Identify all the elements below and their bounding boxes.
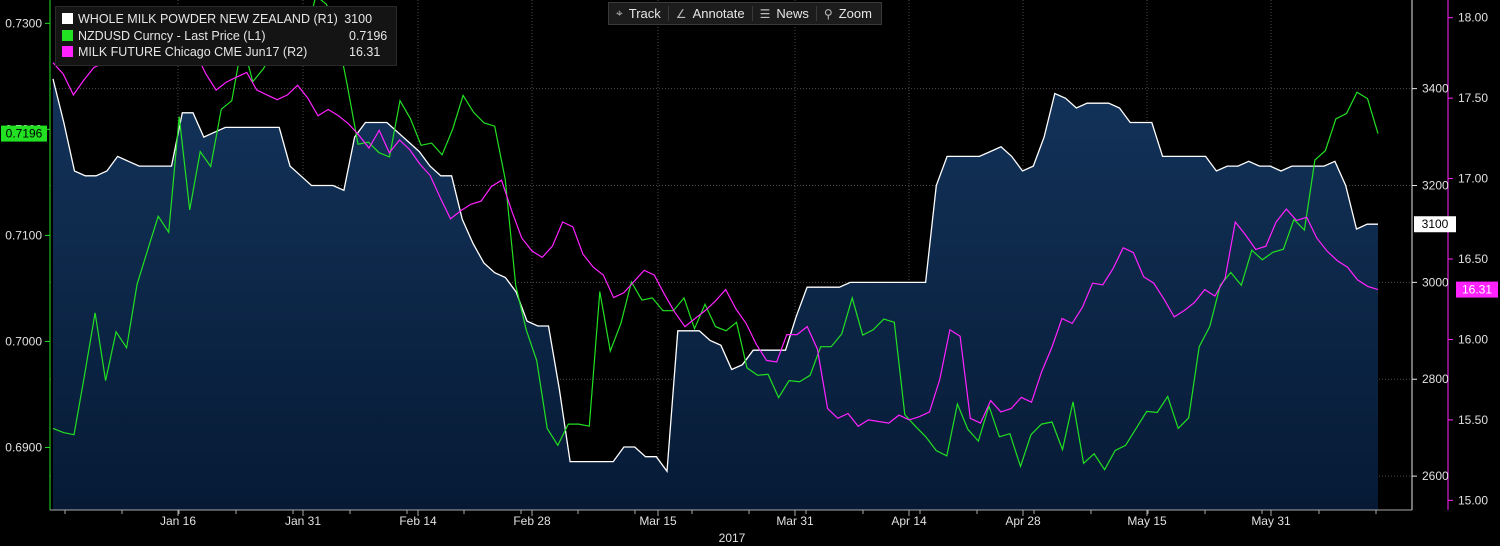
legend-label: WHOLE MILK POWDER NEW ZEALAND (R1) bbox=[78, 12, 338, 26]
news-button[interactable]: ☰ News bbox=[753, 3, 816, 24]
legend-label: MILK FUTURE Chicago CME Jun17 (R2) bbox=[78, 45, 308, 59]
badge-nzdusd-last-text: 0.7196 bbox=[6, 127, 43, 141]
r1-tick-label: 3000 bbox=[1422, 275, 1449, 289]
series-line-wmp bbox=[52, 78, 1378, 474]
r2-tick-label: 17.00 bbox=[1458, 172, 1488, 186]
r1-tick-label: 2600 bbox=[1422, 469, 1449, 483]
r2-tick-label: 18.00 bbox=[1458, 11, 1488, 25]
track-button-label: Track bbox=[628, 6, 661, 21]
x-tick-label: Apr 28 bbox=[1005, 514, 1041, 528]
x-tick-label: Feb 14 bbox=[399, 514, 437, 528]
r1-tick-label: 3400 bbox=[1422, 82, 1449, 96]
toolbar-divider bbox=[751, 6, 753, 21]
annotate-button-label: Annotate bbox=[692, 6, 745, 21]
badge-milk-future-last-text: 16.31 bbox=[1462, 283, 1492, 297]
x-tick-label: Jan 16 bbox=[160, 514, 196, 528]
x-tick-label: Mar 15 bbox=[639, 514, 677, 528]
badge-nzdusd-last-bg bbox=[1, 125, 47, 142]
legend-value: 16.31 bbox=[349, 45, 381, 59]
x-year-label: 2017 bbox=[719, 531, 746, 545]
toolbar-divider bbox=[667, 6, 669, 21]
r1-tick-label: 2800 bbox=[1422, 372, 1449, 386]
news-icon: ☰ bbox=[759, 6, 771, 21]
x-tick-label: Mar 31 bbox=[776, 514, 814, 528]
x-tick-label: Apr 14 bbox=[891, 514, 927, 528]
zoom-icon: ⚲ bbox=[823, 6, 833, 21]
left-tick-label: 0.6900 bbox=[5, 440, 42, 454]
legend-swatch bbox=[62, 46, 73, 57]
left-tick-label: 0.7000 bbox=[5, 334, 42, 348]
legend-value: 0.7196 bbox=[349, 29, 388, 43]
legend: WHOLE MILK POWDER NEW ZEALAND (R1) 3100 … bbox=[55, 6, 397, 66]
series-area-wmp bbox=[53, 78, 1378, 510]
x-tick-label: May 15 bbox=[1127, 514, 1167, 528]
toolbar-divider bbox=[815, 6, 817, 21]
legend-value: 3100 bbox=[344, 12, 373, 26]
zoom-button-label: Zoom bbox=[838, 6, 872, 21]
news-button-label: News bbox=[776, 6, 809, 21]
wmp-area bbox=[53, 78, 1378, 510]
r2-tick-label: 16.00 bbox=[1458, 332, 1488, 346]
track-button[interactable]: ⌖ Track bbox=[609, 3, 668, 24]
zoom-button[interactable]: ⚲ Zoom bbox=[817, 3, 879, 24]
series-line-milk-future bbox=[52, 42, 1379, 428]
legend-label: NZDUSD Curncy - Last Price (L1) bbox=[78, 29, 266, 43]
badge-wmp-last-text: 3100 bbox=[1422, 217, 1449, 231]
r2-tick-label: 15.00 bbox=[1458, 493, 1488, 507]
x-tick-label: Jan 31 bbox=[285, 514, 321, 528]
r2-tick-label: 15.50 bbox=[1458, 413, 1488, 427]
badge-milk-future-last-bg bbox=[1456, 281, 1498, 298]
badge-milk-future-last: 16.31 bbox=[1456, 281, 1498, 298]
left-tick-label: 0.7300 bbox=[5, 16, 42, 30]
x-tick-label: Feb 28 bbox=[513, 514, 551, 528]
badge-wmp-last: 3100 bbox=[1414, 216, 1456, 233]
crosshair-icon: ⌖ bbox=[616, 6, 623, 20]
badge-wmp-last-bg bbox=[1414, 216, 1456, 233]
legend-item-wmp[interactable]: WHOLE MILK POWDER NEW ZEALAND (R1) 3100 bbox=[62, 12, 372, 28]
axes bbox=[49, 0, 1449, 511]
legend-item-milk-future[interactable]: MILK FUTURE Chicago CME Jun17 (R2) 16.31 bbox=[62, 45, 392, 61]
annotate-button[interactable]: ∠ Annotate bbox=[669, 3, 752, 24]
left-tick-label: 0.7100 bbox=[5, 228, 42, 242]
chart-toolbar: ⌖ Track ∠ Annotate ☰ News ⚲ Zoom bbox=[608, 2, 882, 25]
badge-nzdusd-last: 0.7196 bbox=[1, 125, 47, 142]
legend-item-nzdusd[interactable]: NZDUSD Curncy - Last Price (L1) 0.7196 bbox=[62, 29, 392, 45]
x-tick-label: May 31 bbox=[1251, 514, 1291, 528]
pencil-icon: ∠ bbox=[675, 6, 687, 21]
r1-tick-label: 3200 bbox=[1422, 178, 1449, 192]
legend-swatch bbox=[62, 13, 73, 24]
legend-swatch bbox=[62, 30, 73, 41]
r2-tick-label: 16.50 bbox=[1458, 252, 1488, 266]
r2-tick-label: 17.50 bbox=[1458, 91, 1488, 105]
